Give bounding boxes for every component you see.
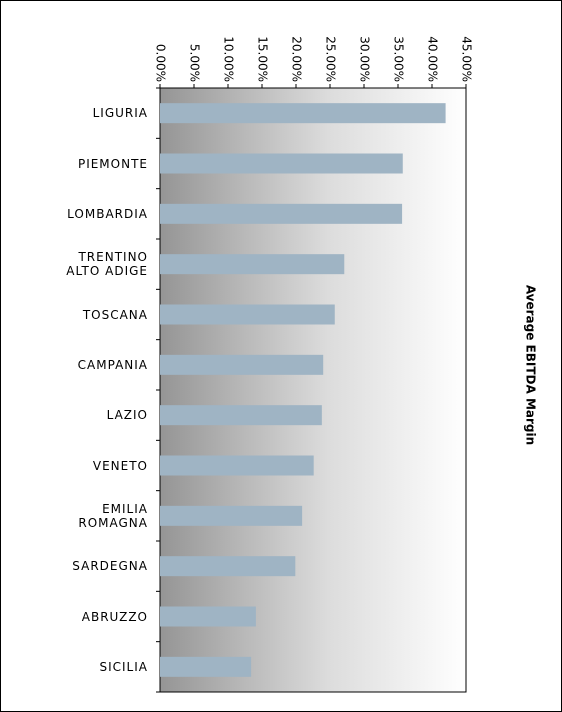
y-tick-label: CAMPANIA — [77, 357, 148, 372]
bar — [160, 556, 296, 577]
x-tick-label: 25.00% — [324, 36, 338, 82]
x-tick-label: 0.00% — [154, 44, 168, 82]
y-tick-label: LOMBARDIA — [67, 206, 148, 221]
y-tick-label: EMILIA ROMAGNA — [78, 501, 148, 530]
y-tick-label: LAZIO — [106, 408, 148, 423]
bar — [160, 405, 322, 426]
chart-title: Average EBITDA Margin — [524, 285, 538, 445]
y-tick-label: SARDEGNA — [72, 559, 148, 574]
y-tick-label: TOSCANA — [82, 307, 148, 322]
bar — [160, 304, 335, 325]
y-tick-label: LIGURIA — [92, 106, 148, 121]
bar — [160, 153, 403, 174]
x-tick-label: 45.00% — [460, 36, 474, 82]
y-tick-label: TRENTINO ALTO ADIGE — [66, 250, 148, 279]
x-tick-label: 35.00% — [392, 36, 406, 82]
y-tick-label: VENETO — [92, 458, 148, 473]
x-tick-label: 5.00% — [188, 44, 202, 82]
bar — [160, 203, 403, 224]
plot-area — [159, 87, 467, 693]
bar — [160, 254, 345, 275]
bar — [160, 103, 446, 124]
bar — [160, 455, 314, 476]
x-tick-label: 15.00% — [256, 36, 270, 82]
x-tick-label: 40.00% — [426, 36, 440, 82]
y-tick-label: ABRUZZO — [81, 609, 148, 624]
bar — [160, 354, 324, 375]
bar — [160, 606, 256, 627]
x-tick-label: 20.00% — [290, 36, 304, 82]
y-tick-label: SICILIA — [99, 659, 148, 674]
bar — [160, 656, 252, 677]
bar — [160, 505, 303, 526]
x-tick-label: 30.00% — [358, 36, 372, 82]
x-tick-label: 10.00% — [222, 36, 236, 82]
y-tick-label: PIEMONTE — [77, 156, 148, 171]
